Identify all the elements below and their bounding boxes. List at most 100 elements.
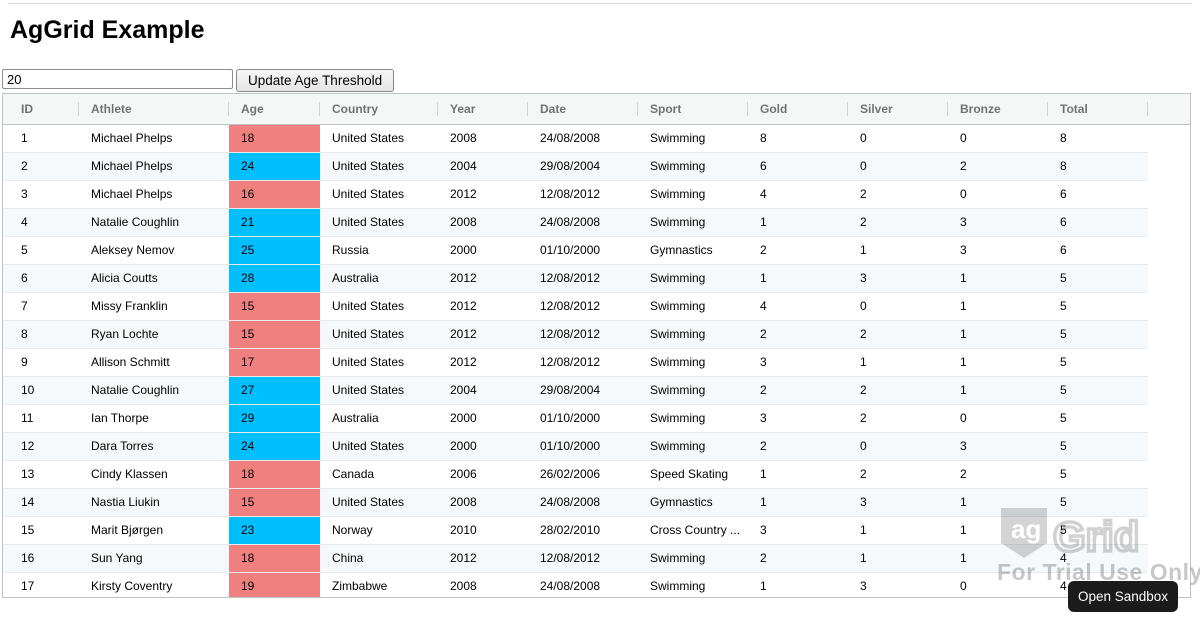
cell-country: Australia: [332, 411, 379, 425]
cell-bronze: 0: [960, 187, 967, 201]
table-row[interactable]: 8 Ryan Lochte 15 United States 2012 12/08/201…: [3, 321, 1148, 349]
cell-date: 12/08/2012: [540, 187, 601, 201]
cell-sport: Swimming: [650, 131, 706, 145]
table-row[interactable]: 17 Kirsty Coventry 19 Zimbabwe 2008 24/08/200…: [3, 573, 1148, 597]
cell-date: 28/02/2010: [540, 523, 601, 537]
table-row[interactable]: 3 Michael Phelps 16 United States 2012 12/08/…: [3, 181, 1148, 209]
column-header-label: Silver: [860, 102, 893, 116]
cell-date: 12/08/2012: [540, 299, 601, 313]
table-row[interactable]: 15 Marit Bjørgen 23 Norway 2010 28/02/2010 Cro…: [3, 517, 1148, 545]
cell-country: Australia: [332, 271, 379, 285]
grid-header: ID Athlete Age Country Year Date Sport Gold Silv…: [3, 94, 1190, 125]
cell-total: 5: [1060, 271, 1067, 285]
column-header-total[interactable]: Total: [1048, 94, 1148, 124]
column-header-age[interactable]: Age: [229, 94, 320, 124]
cell-country: Zimbabwe: [332, 579, 388, 593]
column-header-label: Age: [241, 102, 264, 116]
cell-athlete: Allison Schmitt: [91, 355, 170, 369]
table-row[interactable]: 7 Missy Franklin 15 United States 2012 12/08/…: [3, 293, 1148, 321]
cell-athlete: Sun Yang: [91, 551, 143, 565]
cell-year: 2006: [450, 467, 477, 481]
cell-silver: 3: [860, 495, 867, 509]
cell-age: 15: [229, 321, 320, 348]
table-row[interactable]: 14 Nastia Liukin 15 United States 2008 24/08/…: [3, 489, 1148, 517]
cell-gold: 8: [760, 131, 767, 145]
cell-athlete: Natalie Coughlin: [91, 215, 180, 229]
column-header-gold[interactable]: Gold: [748, 94, 848, 124]
cell-id: 9: [21, 355, 28, 369]
cell-athlete: Natalie Coughlin: [91, 383, 180, 397]
cell-date: 12/08/2012: [540, 271, 601, 285]
cell-country: United States: [332, 383, 405, 397]
cell-athlete: Nastia Liukin: [91, 495, 160, 509]
cell-date: 01/10/2000: [540, 439, 601, 453]
cell-date: 24/08/2008: [540, 215, 601, 229]
cell-gold: 1: [760, 579, 767, 593]
cell-id: 11: [21, 411, 34, 425]
table-row[interactable]: 16 Sun Yang 18 China 2012 12/08/2012 Swimming 2…: [3, 545, 1148, 573]
cell-total: 6: [1060, 215, 1067, 229]
vertical-scrollbar[interactable]: [1148, 125, 1190, 597]
cell-date: 26/02/2006: [540, 467, 601, 481]
cell-gold: 2: [760, 243, 767, 257]
cell-id: 13: [21, 467, 35, 481]
cell-id: 6: [21, 271, 28, 285]
column-header-label: Year: [450, 102, 476, 116]
cell-date: 12/08/2012: [540, 327, 601, 341]
cell-gold: 1: [760, 495, 767, 509]
column-header-label: Athlete: [91, 102, 132, 116]
column-header-label: Bronze: [960, 102, 1001, 116]
cell-athlete: Cindy Klassen: [91, 467, 168, 481]
cell-age: 21: [229, 209, 320, 236]
cell-gold: 2: [760, 383, 767, 397]
cell-silver: 2: [860, 411, 867, 425]
cell-athlete: Michael Phelps: [91, 159, 173, 173]
table-row[interactable]: 5 Aleksey Nemov 25 Russia 2000 01/10/2000 Gymn…: [3, 237, 1148, 265]
cell-bronze: 2: [960, 159, 967, 173]
cell-country: United States: [332, 215, 405, 229]
table-row[interactable]: 4 Natalie Coughlin 21 United States 2008 24/0…: [3, 209, 1148, 237]
table-row[interactable]: 13 Cindy Klassen 18 Canada 2006 26/02/2006 Spe…: [3, 461, 1148, 489]
column-header-bronze[interactable]: Bronze: [948, 94, 1048, 124]
table-row[interactable]: 9 Allison Schmitt 17 United States 2012 12/08…: [3, 349, 1148, 377]
age-threshold-input[interactable]: [2, 69, 233, 89]
cell-sport: Swimming: [650, 215, 706, 229]
cell-country: Norway: [332, 523, 373, 537]
cell-sport: Gymnastics: [650, 495, 713, 509]
cell-age: 27: [229, 377, 320, 404]
column-header-silver[interactable]: Silver: [848, 94, 948, 124]
cell-country: Canada: [332, 467, 375, 481]
cell-country: United States: [332, 299, 405, 313]
cell-silver: 0: [860, 131, 867, 145]
grid-rows-viewport: 1 Michael Phelps 1 8 United States 2008 24/08/…: [3, 125, 1190, 597]
table-row[interactable]: 2 Michael Phelps 24 United States 2004 29/08/…: [3, 153, 1148, 181]
table-row[interactable]: 6 Alicia Coutts 28 Australia 2012 12/08/2012 S…: [3, 265, 1148, 293]
cell-age: 15: [229, 489, 320, 516]
cell-bronze: 3: [960, 215, 967, 229]
table-row[interactable]: 11 Ian Thorpe 29 Australia 2000 01/10/2000 Swi…: [3, 405, 1148, 433]
cell-sport: Swimming: [650, 299, 706, 313]
cell-athlete: Dara Torres: [91, 439, 154, 453]
table-row[interactable]: 10 Natalie Coughlin 27 United States 2004 29/…: [3, 377, 1148, 405]
cell-year: 2008: [450, 579, 477, 593]
column-header-country[interactable]: Country: [320, 94, 438, 124]
open-sandbox-button[interactable]: Open Sandbox: [1068, 581, 1178, 612]
cell-age: 29: [229, 405, 320, 432]
cell-athlete: Aleksey Nemov: [91, 243, 175, 257]
column-header-id[interactable]: ID: [3, 94, 79, 124]
table-row[interactable]: 12 Dara Torres 24 United States 2000 01/10/20…: [3, 433, 1148, 461]
column-header-date[interactable]: Date: [528, 94, 638, 124]
cell-total: 5: [1060, 411, 1067, 425]
cell-year: 2000: [450, 439, 477, 453]
column-header-label: Date: [540, 102, 567, 116]
update-age-threshold-button[interactable]: Update Age Threshold: [236, 69, 395, 92]
table-row[interactable]: 1 Michael Phelps 18 United States 2008 24/08/…: [3, 125, 1148, 153]
cell-bronze: 1: [960, 271, 967, 285]
column-header-label: ID: [21, 102, 33, 116]
column-header-sport[interactable]: Sport: [638, 94, 748, 124]
cell-id: 14: [21, 495, 35, 509]
column-header-year[interactable]: Year: [438, 94, 528, 124]
top-divider: [8, 3, 1192, 4]
column-header-athlete[interactable]: Athlete: [79, 94, 229, 124]
cell-gold: 4: [760, 299, 767, 313]
